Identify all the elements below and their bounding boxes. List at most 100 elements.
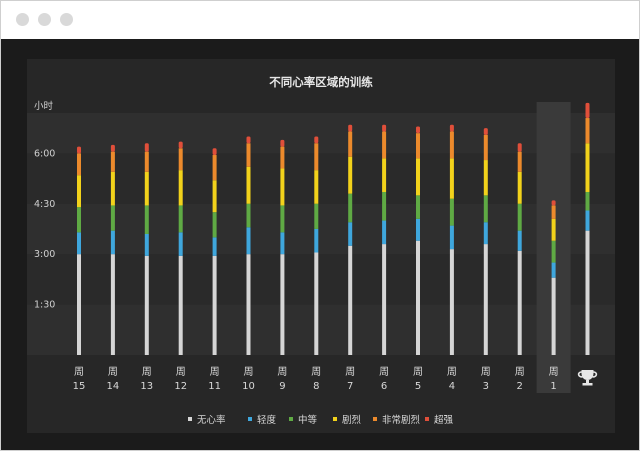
bar-segment [382,244,387,355]
window-minimize-button[interactable] [38,13,51,26]
x-tick-label-line1: 周 [311,366,321,378]
bar-segment [246,254,251,355]
bar-segment [551,262,556,278]
bar-segment [144,171,149,206]
heart-rate-zone-chart: 不同心率区域的训练 小时 1:303:004:306:00 周15周14周13周… [27,75,615,426]
bar-segment [178,170,183,206]
grid-band [27,304,615,355]
y-tick-label: 3:00 [34,249,55,260]
x-tick-label-line2: 11 [208,381,221,392]
bar-segment [246,143,251,167]
bar-stack[interactable] [483,128,488,355]
bar-segment [314,136,319,144]
bar-segment [517,151,522,172]
bar-segment [416,126,420,134]
bar-segment [483,195,488,223]
legend-swatch [289,417,293,421]
bar-segment [280,146,285,169]
bar-segment [212,237,217,256]
y-axis-label: 小时 [34,100,54,112]
bar-segment [551,205,556,219]
x-tick-label-line2: 9 [279,381,285,392]
bar-segment [585,102,590,119]
x-tick-label-line2: 15 [73,381,86,392]
bar-stack[interactable] [517,143,522,355]
bar-stack[interactable] [77,146,81,355]
x-tick-label-line1: 周 [447,366,457,378]
bar-stack[interactable] [144,143,149,355]
x-tick-label-line2: 10 [242,381,255,392]
window-close-button[interactable] [16,13,29,26]
x-tick-label-line1: 周 [413,366,423,378]
bar-stack[interactable] [246,136,251,355]
bar-segment [110,144,115,152]
legend-item[interactable]: 超强 [425,414,454,426]
bar-segment [348,245,353,355]
bar-segment [77,232,81,255]
bar-segment [144,255,149,355]
bar-segment [483,244,488,355]
bar-stack[interactable] [585,102,590,355]
bar-segment [280,254,285,355]
bar-segment [382,131,387,159]
bar-segment [449,225,454,250]
window-titlebar [1,1,639,39]
bar-segment [551,200,556,206]
bar-segment [178,255,183,355]
bar-segment [449,131,454,159]
bar-stack[interactable] [110,144,115,355]
bar-stack[interactable] [212,148,217,355]
bar-stack[interactable] [551,200,556,355]
legend-label: 中等 [298,414,318,426]
bar-segment [348,124,353,132]
chart-panel: 不同心率区域的训练 小时 1:30 3:00 4:30 6:00 周 15 周 14 周 13 周… [27,59,615,433]
bar-segment [77,207,81,233]
bar-stack[interactable] [449,124,454,355]
bar-stack[interactable] [416,126,420,355]
legend-label: 无心率 [197,414,226,426]
bar-segment [178,205,183,233]
bar-segment [416,218,420,241]
legend-item[interactable]: 剧烈 [333,415,362,426]
x-tick-label-line2: 1 [550,381,556,392]
bar-segment [483,222,488,245]
window-maximize-button[interactable] [60,13,73,26]
bar-stack[interactable] [280,139,285,355]
bar-segment [314,170,319,204]
bar-segment [178,232,183,256]
bar-segment [77,254,81,355]
legend-item[interactable]: 轻度 [248,414,277,426]
bar-stack[interactable] [348,124,353,355]
legend-item[interactable]: 中等 [289,414,318,426]
bar-stack[interactable] [382,124,387,355]
legend-item[interactable]: 非常剧烈 [373,414,421,426]
x-tick-label-line2: 13 [140,381,153,392]
x-tick-label-line1: 周 [210,366,220,378]
bar-segment [144,234,149,256]
bar-segment [212,255,217,355]
legend-label: 超强 [434,414,454,426]
bar-segment [314,203,319,229]
bar-segment [483,134,488,161]
grid-band [27,153,615,204]
y-tick-label: 6:00 [34,148,55,159]
bar-stack[interactable] [178,141,183,355]
legend-item[interactable]: 无心率 [188,414,226,426]
x-tick-label-line1: 周 [74,366,84,378]
bar-stack[interactable] [314,136,319,355]
bar-segment [314,143,319,171]
bar-segment [517,143,522,152]
bar-segment [585,143,590,192]
trophy-icon[interactable] [577,370,598,386]
bar-segment [314,228,319,253]
bar-segment [77,146,81,154]
bar-segment [382,158,387,192]
bar-segment [348,222,353,246]
bar-segment [551,218,556,241]
bar-segment [246,203,251,228]
bar-segment [382,220,387,245]
x-tick-label-line1: 周 [345,366,355,378]
x-tick-label-line1: 周 [379,366,389,378]
bar-segment [585,118,590,144]
